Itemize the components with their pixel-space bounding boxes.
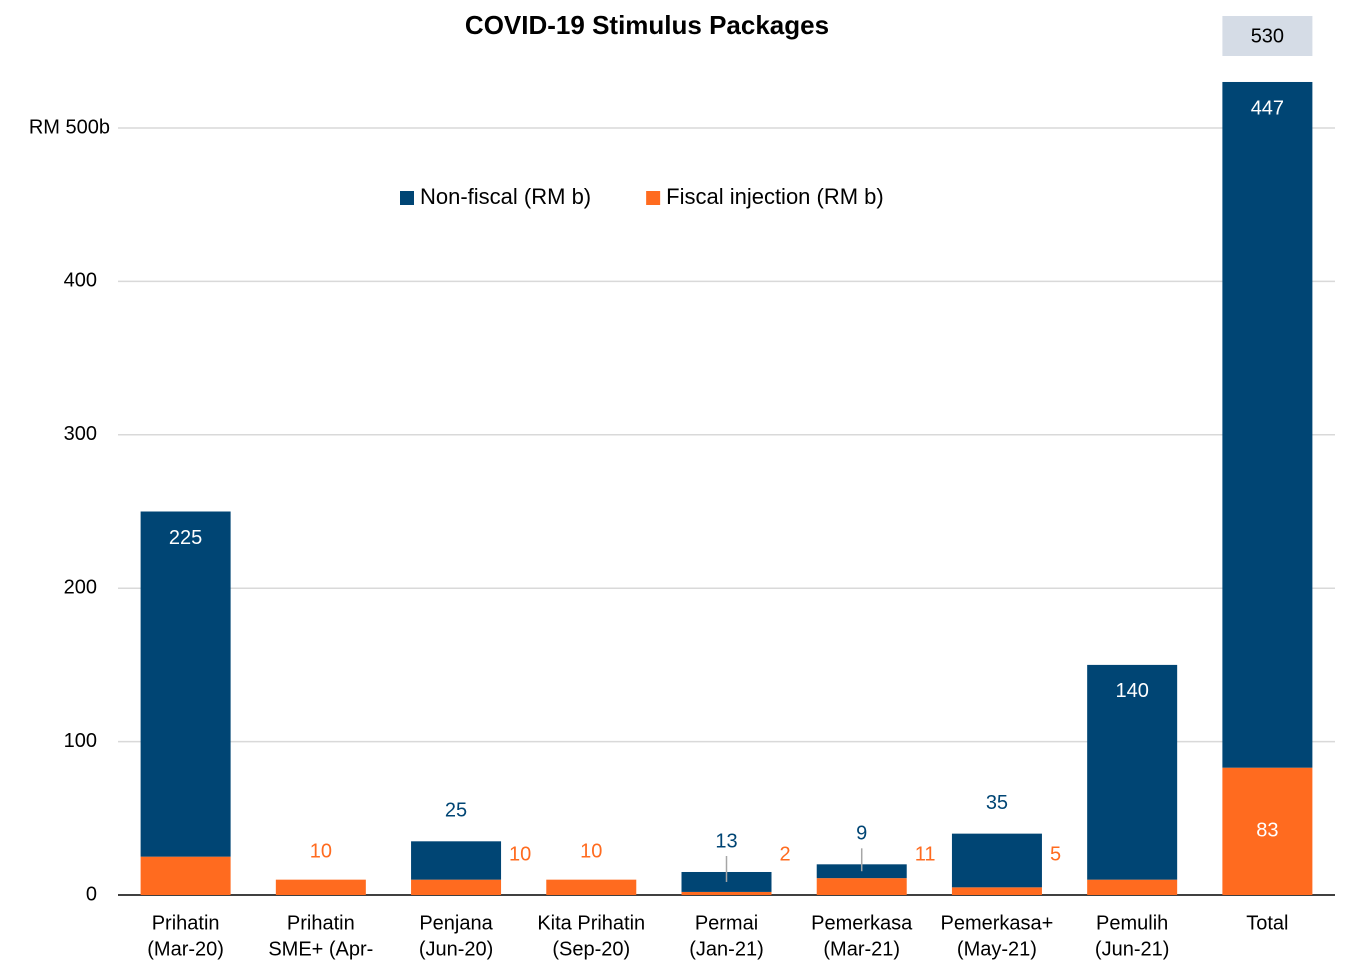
data-label: 225 xyxy=(169,527,202,549)
y-tick-label: 0 xyxy=(86,883,97,905)
x-tick-label: Pemerkasa+ xyxy=(941,912,1054,934)
bar-segment xyxy=(816,878,907,895)
data-label: 10 xyxy=(580,840,602,862)
legend-swatch xyxy=(646,191,661,205)
y-tick-label: 300 xyxy=(64,423,97,445)
chart-title: COVID-19 Stimulus Packages xyxy=(465,10,829,40)
bar-segment xyxy=(951,833,1042,888)
x-tick-label: Prihatin xyxy=(152,912,220,934)
x-tick-label: SME+ (Apr- xyxy=(268,938,373,960)
x-tick-label: (May-21) xyxy=(957,938,1037,960)
bar-segment xyxy=(951,887,1042,895)
x-tick-label: Pemerkasa xyxy=(811,912,913,934)
y-tick-label: 400 xyxy=(64,270,97,292)
bar-segment xyxy=(1087,879,1178,895)
total-label: 530 xyxy=(1251,25,1284,47)
bar-segment xyxy=(411,841,502,880)
bar-segment xyxy=(681,891,772,895)
data-label: 9 xyxy=(856,823,867,845)
data-label: 35 xyxy=(986,792,1008,814)
bar-segment xyxy=(546,879,637,895)
data-label: 5 xyxy=(1050,843,1061,865)
legend-swatch xyxy=(400,191,414,205)
bar-segment xyxy=(275,879,366,895)
bar-segment xyxy=(1087,664,1178,880)
x-tick-label: Pemulih xyxy=(1096,912,1168,934)
x-tick-label: Penjana xyxy=(419,912,493,934)
y-tick-label: RM 500b xyxy=(29,116,110,138)
bar-segment xyxy=(140,856,231,895)
x-tick-label: (Jun-21) xyxy=(1095,938,1169,960)
bar-segment xyxy=(1222,81,1313,768)
x-tick-label: Prihatin xyxy=(287,912,355,934)
data-label: 447 xyxy=(1251,97,1284,119)
data-label: 10 xyxy=(509,843,531,865)
total-box xyxy=(1222,16,1313,56)
data-label: 10 xyxy=(310,840,332,862)
data-label: 83 xyxy=(1256,820,1278,842)
bar-segment xyxy=(1222,767,1313,895)
bar-segment xyxy=(411,879,502,895)
bar-segment xyxy=(140,511,231,857)
x-tick-label: Kita Prihatin xyxy=(537,912,645,934)
legend-label: Fiscal injection (RM b) xyxy=(666,184,884,209)
x-tick-label: Permai xyxy=(695,912,758,934)
x-tick-label: (Jun-20) xyxy=(419,938,493,960)
data-label: 2 xyxy=(780,843,791,865)
x-tick-label: Total xyxy=(1246,912,1288,934)
x-tick-label: (Mar-20) xyxy=(147,938,224,960)
data-label: 140 xyxy=(1115,680,1148,702)
x-tick-label: (Jan-21) xyxy=(689,938,763,960)
y-tick-label: 100 xyxy=(64,730,97,752)
x-tick-label: (Sep-20) xyxy=(552,938,630,960)
x-tick-label: (Mar-21) xyxy=(823,938,900,960)
y-tick-label: 200 xyxy=(64,576,97,598)
legend-label: Non-fiscal (RM b) xyxy=(420,184,591,209)
data-label: 13 xyxy=(715,830,737,852)
data-label: 25 xyxy=(445,800,467,822)
data-label: 11 xyxy=(915,843,936,865)
